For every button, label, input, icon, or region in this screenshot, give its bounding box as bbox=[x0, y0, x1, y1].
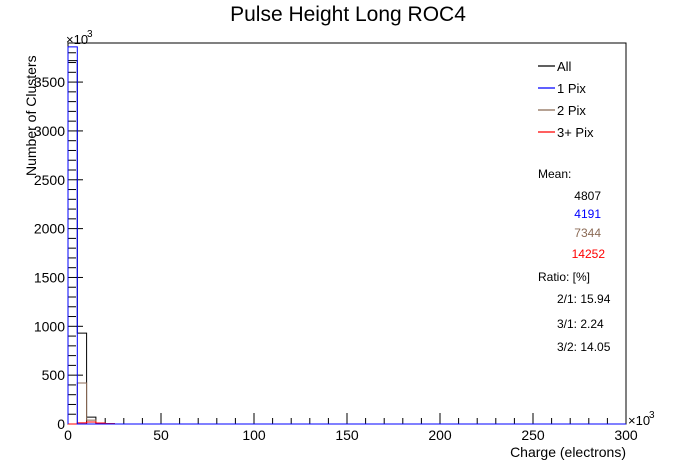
x-tick-label: 300 bbox=[614, 427, 638, 443]
x-exponent-power: 3 bbox=[649, 410, 655, 421]
mean-value-1pix: 4191 bbox=[574, 207, 601, 221]
ratio-3-1: 3/1: 2.24 bbox=[557, 317, 604, 331]
x-tick-label: 200 bbox=[428, 427, 452, 443]
x-tick-label: 0 bbox=[64, 427, 72, 443]
ratio-2-1: 2/1: 15.94 bbox=[557, 292, 611, 306]
y-tick-label: 0 bbox=[57, 416, 65, 432]
x-tick-label: 250 bbox=[521, 427, 545, 443]
y-tick-label: 3000 bbox=[34, 123, 65, 139]
x-tick-label: 150 bbox=[335, 427, 359, 443]
y-axis: 0 500 1000 1500 2000 2500 3000 3500 bbox=[34, 42, 83, 432]
ratio-label: Ratio: [%] bbox=[538, 270, 590, 284]
legend-entry-label: 3+ Pix bbox=[557, 125, 594, 140]
mean-label: Mean: bbox=[538, 167, 571, 181]
histogram-bars bbox=[67, 46, 626, 425]
mean-value-2pix: 7344 bbox=[574, 226, 601, 240]
y-exponent: ×10 3 bbox=[66, 29, 93, 47]
x-axis: 0 50 100 150 200 250 300 bbox=[64, 413, 638, 443]
legend-entry-label: 1 Pix bbox=[557, 81, 586, 96]
y-tick-label: 1500 bbox=[34, 269, 65, 285]
y-tick-label: 2500 bbox=[34, 172, 65, 188]
legend-entry-label: All bbox=[557, 59, 572, 74]
x-tick-label: 100 bbox=[242, 427, 266, 443]
x-exponent: ×10 3 bbox=[628, 410, 655, 428]
chart-title: Pulse Height Long ROC4 bbox=[230, 3, 466, 26]
plot-frame bbox=[67, 42, 627, 425]
y-tick-label: 1000 bbox=[34, 318, 65, 334]
legend-entry-label: 2 Pix bbox=[557, 103, 586, 118]
y-tick-label: 2000 bbox=[34, 221, 65, 237]
y-axis-label: Number of Clusters bbox=[23, 55, 39, 176]
y-tick-label: 500 bbox=[42, 367, 66, 383]
x-tick-label: 50 bbox=[153, 427, 169, 443]
x-exponent-base: ×10 bbox=[628, 413, 650, 428]
ratio-3-2: 3/2: 14.05 bbox=[557, 340, 611, 354]
series-1-pix-histogram bbox=[67, 46, 626, 425]
stats-box: Mean: 4807 4191 7344 14252 Ratio: [%] 2/… bbox=[538, 167, 611, 354]
mean-value-3pix: 14252 bbox=[572, 247, 606, 261]
series-all-histogram bbox=[67, 60, 626, 425]
legend: All 1 Pix 2 Pix 3+ Pix bbox=[538, 59, 594, 140]
mean-value-all: 4807 bbox=[574, 189, 601, 203]
y-tick-label: 3500 bbox=[34, 74, 65, 90]
x-axis-label: Charge (electrons) bbox=[510, 444, 626, 460]
y-exponent-power: 3 bbox=[87, 29, 93, 40]
y-exponent-base: ×10 bbox=[66, 32, 88, 47]
